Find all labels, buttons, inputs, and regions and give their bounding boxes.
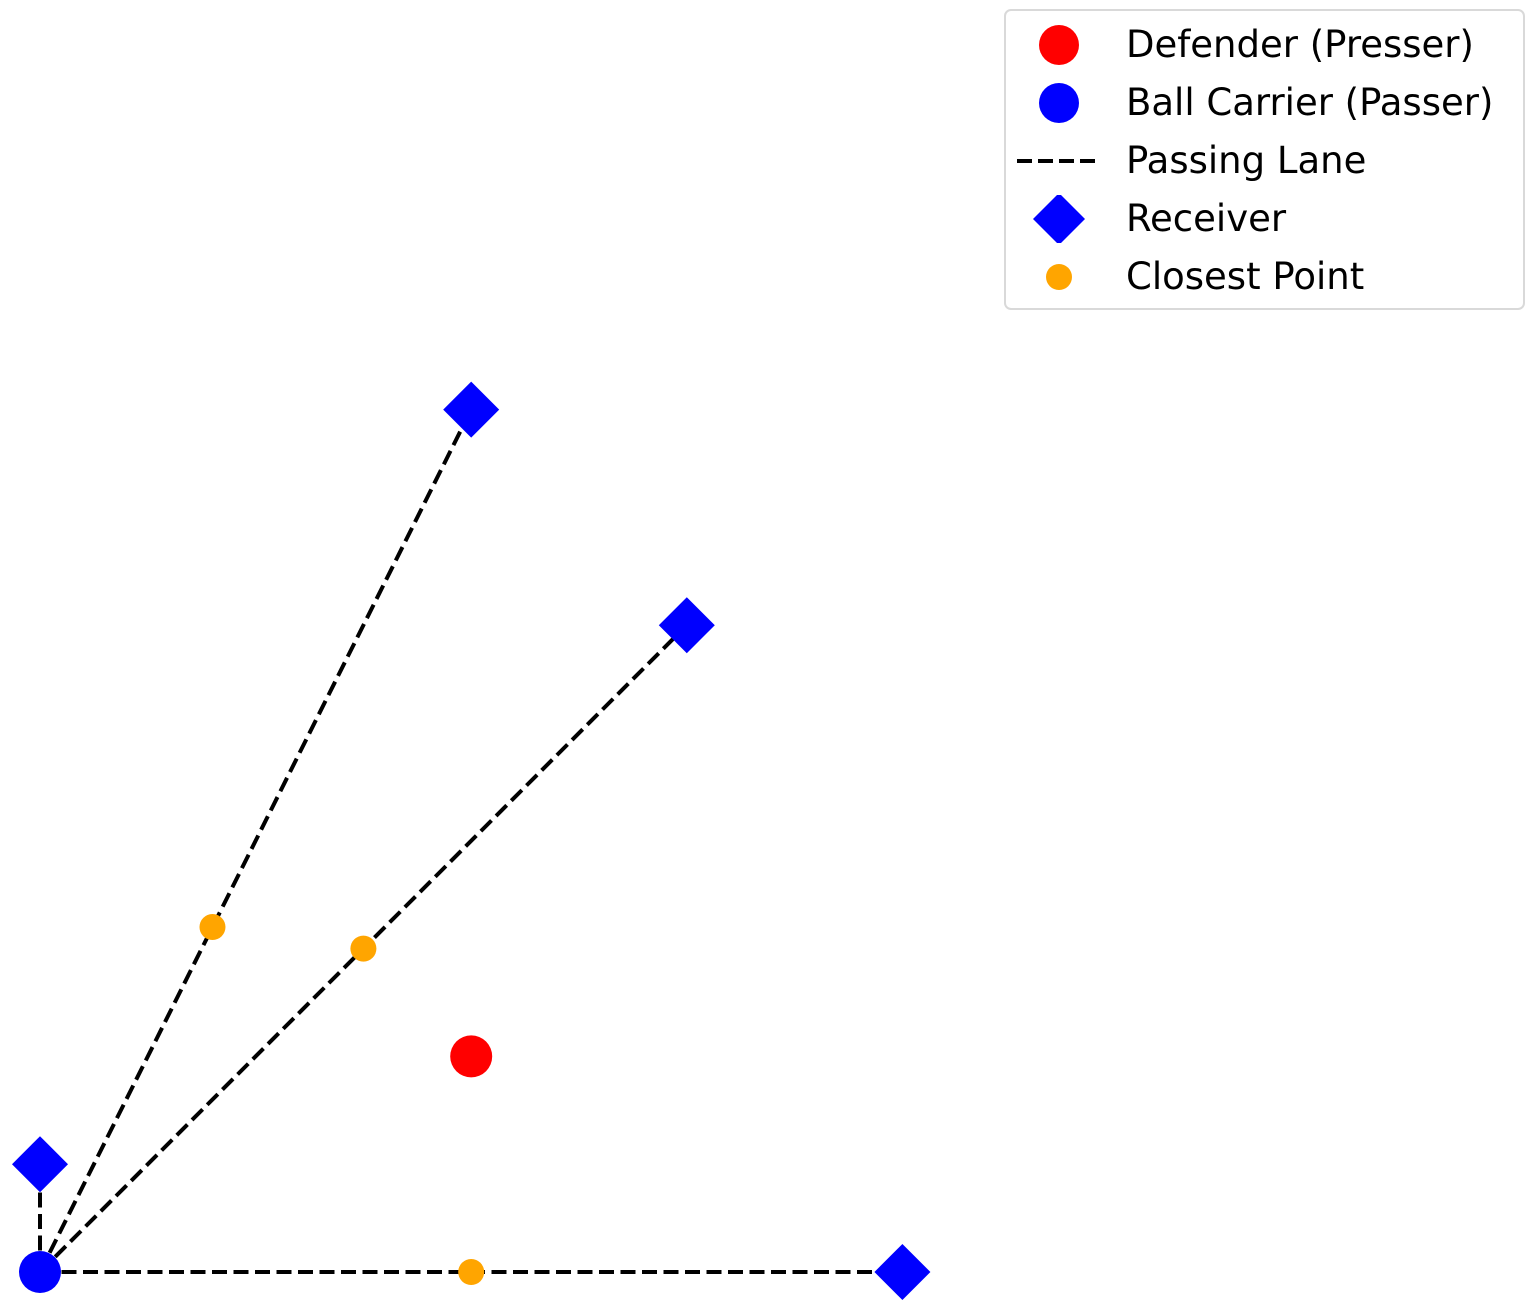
receiver-marker	[12, 1136, 68, 1193]
dashed-line-icon	[1017, 159, 1101, 163]
closest-point-marker	[199, 914, 226, 941]
orange-dot-icon	[1046, 264, 1072, 290]
legend-label-receiver: Receiver	[1126, 197, 1287, 240]
closest-point-marker	[458, 1259, 485, 1285]
legend-label-closest-point: Closest Point	[1126, 255, 1365, 298]
closest-point-marker	[350, 935, 377, 962]
legend: Defender (Presser) Ball Carrier (Passer)…	[1004, 9, 1525, 310]
players	[19, 1035, 493, 1293]
closest-points	[199, 914, 485, 1285]
receiver-marker	[874, 1244, 931, 1300]
receiver-marker	[443, 381, 500, 438]
blue-circle-icon	[1039, 83, 1079, 123]
legend-label-passing-lane: Passing Lane	[1126, 139, 1367, 182]
legend-label-ball-carrier: Ball Carrier (Passer)	[1126, 81, 1494, 124]
blue-diamond-icon	[1033, 195, 1085, 243]
defender-marker	[450, 1035, 493, 1078]
legend-item-defender: Defender (Presser)	[1006, 17, 1523, 73]
receivers	[12, 381, 931, 1300]
legend-item-ball-carrier: Ball Carrier (Passer)	[1006, 75, 1523, 131]
passing-lanes	[38, 408, 903, 1274]
passing-lane-line	[38, 408, 473, 1273]
legend-item-passing-lane: Passing Lane	[1006, 133, 1523, 189]
legend-item-receiver: Receiver	[1006, 191, 1523, 247]
red-circle-icon	[1039, 25, 1079, 65]
ball-carrier-marker	[19, 1251, 61, 1293]
legend-label-defender: Defender (Presser)	[1126, 23, 1474, 66]
legend-item-closest-point: Closest Point	[1006, 249, 1523, 305]
receiver-marker	[658, 597, 715, 654]
